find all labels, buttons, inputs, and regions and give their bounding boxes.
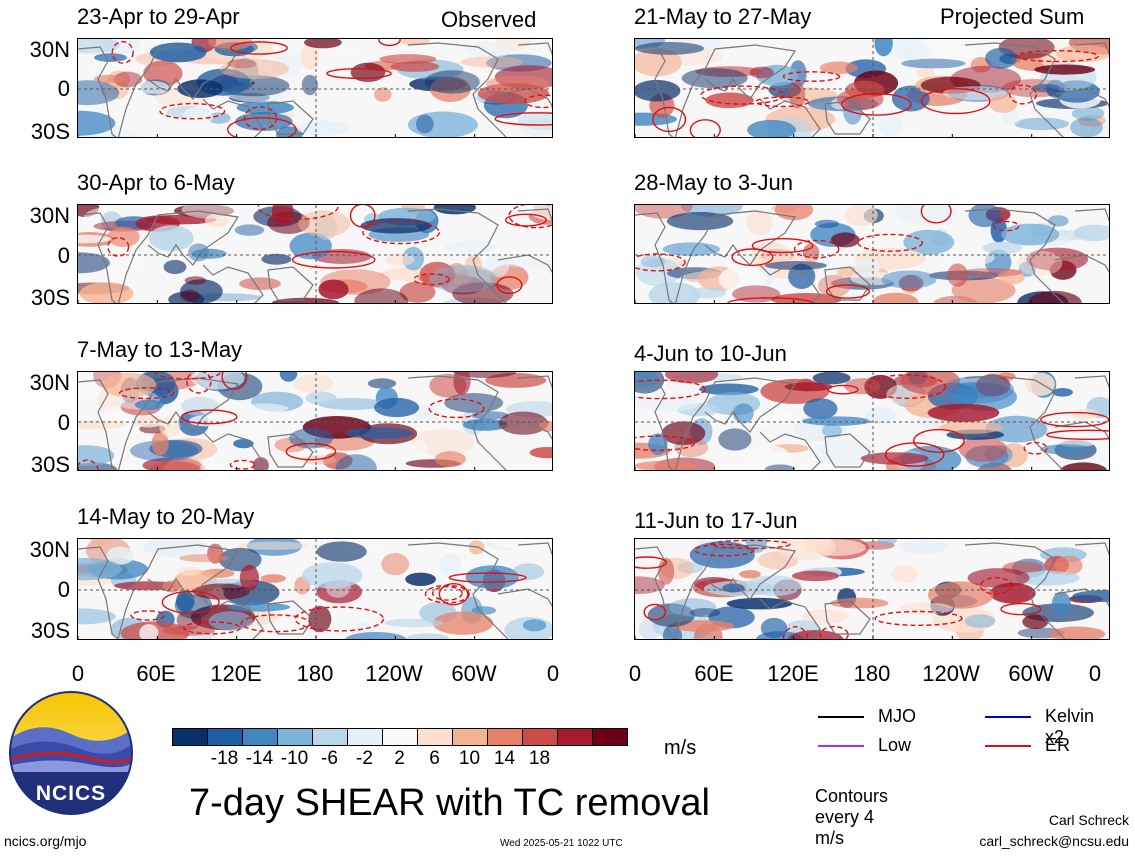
lat-label-30n: 30N: [29, 203, 70, 228]
lon-label: 60W: [1008, 661, 1054, 686]
legend-er-line: [985, 745, 1031, 747]
lon-label: 180: [853, 661, 891, 686]
colorbar-label: -6: [321, 748, 338, 769]
lat-label-30s: 30S: [30, 285, 70, 310]
colorbar-label: -2: [356, 748, 373, 769]
panel-title-5: 7-May to 13-May: [77, 337, 243, 362]
lon-label: 120E: [210, 661, 262, 686]
map-panel-7: [77, 538, 553, 640]
colorbar-label: 14: [493, 748, 516, 769]
colorbar-swatch: [312, 728, 348, 746]
panel-title-2: 21-May to 27-May: [634, 4, 812, 29]
lat-label-eq: 0: [57, 410, 70, 435]
legend-mjo-label: MJO: [878, 706, 916, 726]
colorbar-swatch: [417, 728, 453, 746]
lat-label-eq: 0: [57, 577, 70, 602]
panel-tag-observed: Observed: [441, 7, 537, 32]
panel-title-1: 23-Apr to 29-Apr: [77, 4, 240, 29]
panel-title-3: 30-Apr to 6-May: [77, 170, 235, 195]
lon-label: 180: [296, 661, 334, 686]
legend-er-label: ER: [1045, 735, 1071, 755]
colorbar-label: -10: [280, 748, 309, 769]
lat-label-30s: 30S: [30, 618, 70, 643]
panel-title-7: 14-May to 20-May: [77, 504, 255, 529]
colorbar-swatch: [277, 728, 313, 746]
colorbar-swatch: [452, 728, 488, 746]
map-panel-6: [634, 371, 1110, 471]
colorbar-swatch: [557, 728, 593, 746]
lon-label: 0: [1088, 661, 1102, 686]
colorbar-label: 18: [528, 748, 551, 769]
lon-label: 120W: [922, 661, 980, 686]
map-panel-4: [634, 204, 1110, 304]
legend-low-line: [818, 745, 864, 747]
lat-label-eq: 0: [57, 76, 70, 101]
colorbar-swatch: [207, 728, 243, 746]
footer-url: ncics.org/mjo: [4, 833, 87, 849]
map-panel-3: [77, 204, 553, 304]
lat-label-30n: 30N: [29, 37, 70, 62]
colorbar-swatch: [592, 728, 628, 746]
colorbar-label: -14: [245, 748, 274, 769]
map-panel-8: [634, 538, 1110, 640]
colorbar-label: 10: [458, 748, 481, 769]
footer-email: carl_schreck@ncsu.edu: [979, 833, 1129, 849]
colorbar-label: 6: [429, 748, 440, 769]
colorbar-unit: m/s: [664, 737, 697, 759]
lon-label: 60E: [136, 661, 176, 686]
footer-timestamp: Wed 2025-05-21 1022 UTC: [500, 838, 623, 849]
legend-mjo-line: [818, 716, 864, 718]
panel-tag-projected: Projected Sum: [940, 4, 1085, 29]
colorbar-swatch: [242, 728, 278, 746]
lon-label: 60W: [451, 661, 497, 686]
map-panel-2: [634, 38, 1110, 138]
lat-label-30n: 30N: [29, 537, 70, 562]
lon-label: 120E: [767, 661, 819, 686]
ncics-logo: NCICS: [8, 690, 134, 816]
colorbar-swatch: [172, 728, 208, 746]
lon-label: 120W: [365, 661, 423, 686]
lat-label-30s: 30S: [30, 452, 70, 477]
colorbar-swatch: [487, 728, 523, 746]
panel-title-4: 28-May to 3-Jun: [634, 170, 793, 195]
colorbar-label: 2: [394, 748, 405, 769]
map-panel-5: [77, 371, 553, 471]
footer-author: Carl Schreck: [1048, 812, 1129, 828]
logo-text: NCICS: [36, 782, 106, 805]
lon-label: 0: [628, 661, 642, 686]
map-panel-1: [77, 38, 553, 138]
panel-title-6: 4-Jun to 10-Jun: [634, 341, 787, 366]
lon-label: 60E: [694, 661, 734, 686]
legend-kelvin-line: [985, 716, 1031, 718]
legend-contours-note: Contours every 4 m/s: [815, 786, 889, 848]
lon-label: 0: [546, 661, 560, 686]
legend-kelvin-label: Kelvin x2: [1045, 706, 1095, 747]
lat-label-30n: 30N: [29, 370, 70, 395]
colorbar-swatch: [522, 728, 558, 746]
colorbar-swatch: [382, 728, 418, 746]
lat-label-eq: 0: [57, 243, 70, 268]
main-title: 7-day SHEAR with TC removal: [189, 782, 710, 824]
panel-title-8: 11-Jun to 17-Jun: [634, 508, 798, 533]
colorbar-label: -18: [210, 748, 239, 769]
colorbar: [172, 728, 628, 746]
colorbar-swatch: [347, 728, 383, 746]
legend-low-label: Low: [878, 735, 912, 755]
lon-label: 0: [71, 661, 85, 686]
lat-label-30s: 30S: [30, 119, 70, 144]
